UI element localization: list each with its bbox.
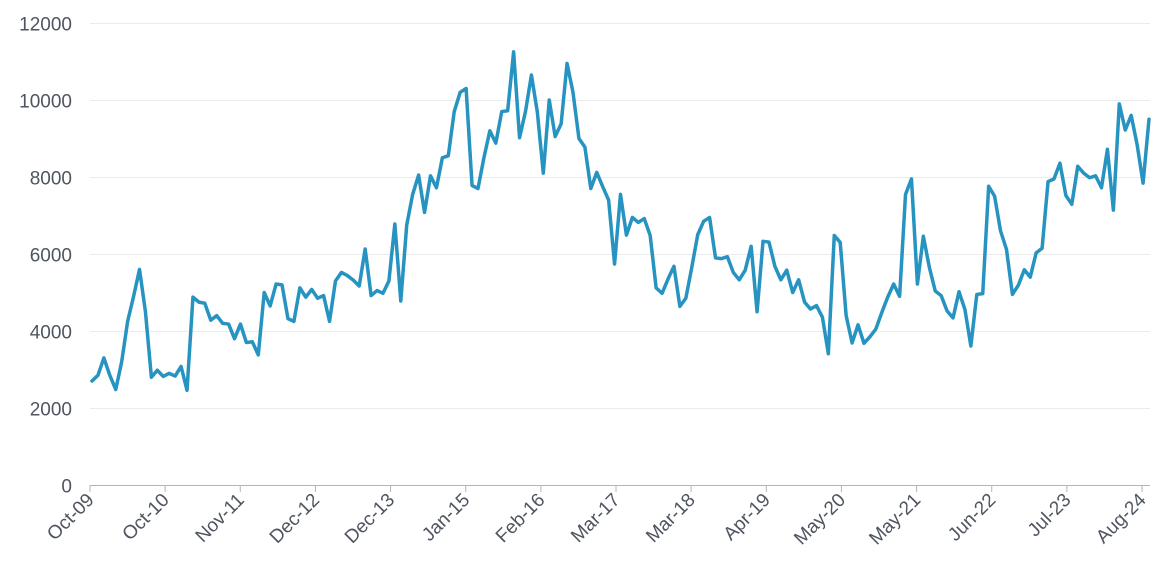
series-line-0: [90, 50, 1151, 393]
x-tick-label: Jan-15: [418, 490, 474, 546]
y-tick-label: 6000: [30, 246, 72, 267]
y-axis: 0 2000 4000 6000 8000 10000 12000: [19, 15, 72, 498]
x-axis: Oct-09 Oct-10 Nov-11 Dec-12 Dec-13 Jan-15 Feb-…: [43, 485, 1151, 550]
x-tick-label: Dec-12: [266, 490, 324, 548]
y-tick-label: 12000: [19, 15, 72, 36]
x-tick-label: May-21: [865, 490, 925, 550]
x-tick-label: Jun-22: [944, 490, 1000, 546]
x-tick-label: Aug-24: [1092, 489, 1150, 547]
x-tick-label: Feb-16: [492, 490, 549, 547]
y-tick-label: 0: [61, 477, 72, 498]
y-tick-label: 2000: [30, 400, 72, 421]
series-layer: [90, 50, 1151, 393]
x-tick-label: Jul-23: [1024, 490, 1075, 541]
gridlines: [90, 23, 1150, 409]
x-tick-label: Nov-11: [192, 490, 249, 547]
x-tick-label: Mar-17: [567, 490, 624, 547]
y-tick-label: 8000: [30, 169, 72, 190]
x-tick-label: Mar-18: [642, 490, 699, 547]
x-tick-label: May-20: [790, 490, 850, 550]
y-tick-label: 4000: [30, 323, 72, 344]
y-tick-label: 10000: [19, 92, 72, 113]
x-tick-label: Oct-09: [43, 490, 98, 545]
x-tick-label: Oct-10: [119, 490, 174, 545]
x-tick-label: Apr-19: [720, 490, 775, 545]
x-tick-label: Dec-13: [341, 490, 399, 548]
